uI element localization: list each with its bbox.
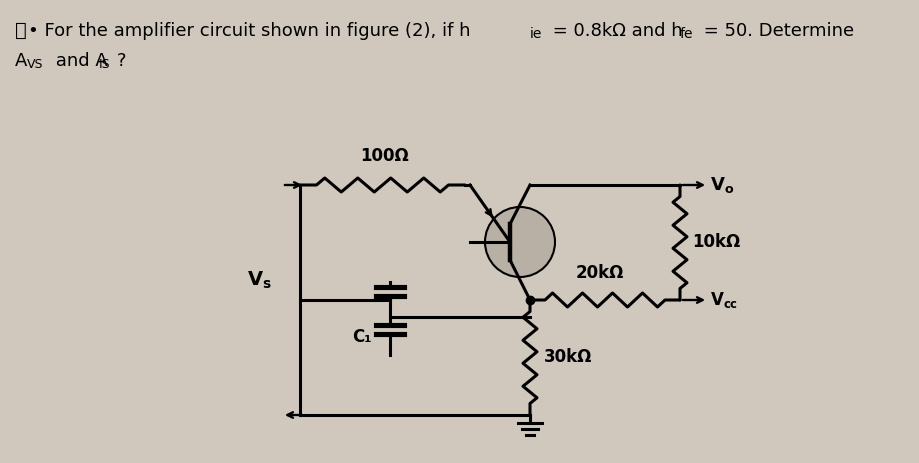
Text: = 0.8kΩ and h: = 0.8kΩ and h	[547, 22, 683, 40]
Text: IS: IS	[99, 58, 110, 71]
Text: ?: ?	[117, 52, 127, 70]
Text: 100Ω: 100Ω	[360, 147, 409, 165]
Text: and A: and A	[50, 52, 108, 70]
Text: 10kΩ: 10kΩ	[692, 233, 740, 251]
Text: ie: ie	[530, 27, 542, 41]
Text: ℓ: ℓ	[15, 22, 27, 40]
Text: • For the amplifier circuit shown in figure (2), if h: • For the amplifier circuit shown in fig…	[28, 22, 471, 40]
Text: VS: VS	[27, 58, 43, 71]
Text: $\mathbf{V_s}$: $\mathbf{V_s}$	[247, 269, 272, 291]
Text: fe: fe	[680, 27, 694, 41]
Circle shape	[485, 207, 555, 277]
Text: A: A	[15, 52, 28, 70]
Text: 30kΩ: 30kΩ	[544, 348, 593, 366]
Text: = 50. Determine: = 50. Determine	[698, 22, 854, 40]
Text: $\mathbf{V_o}$: $\mathbf{V_o}$	[710, 175, 734, 195]
Text: 20kΩ: 20kΩ	[576, 264, 624, 282]
Text: C₁: C₁	[353, 328, 372, 346]
Text: $\mathbf{V_{cc}}$: $\mathbf{V_{cc}}$	[710, 290, 738, 310]
